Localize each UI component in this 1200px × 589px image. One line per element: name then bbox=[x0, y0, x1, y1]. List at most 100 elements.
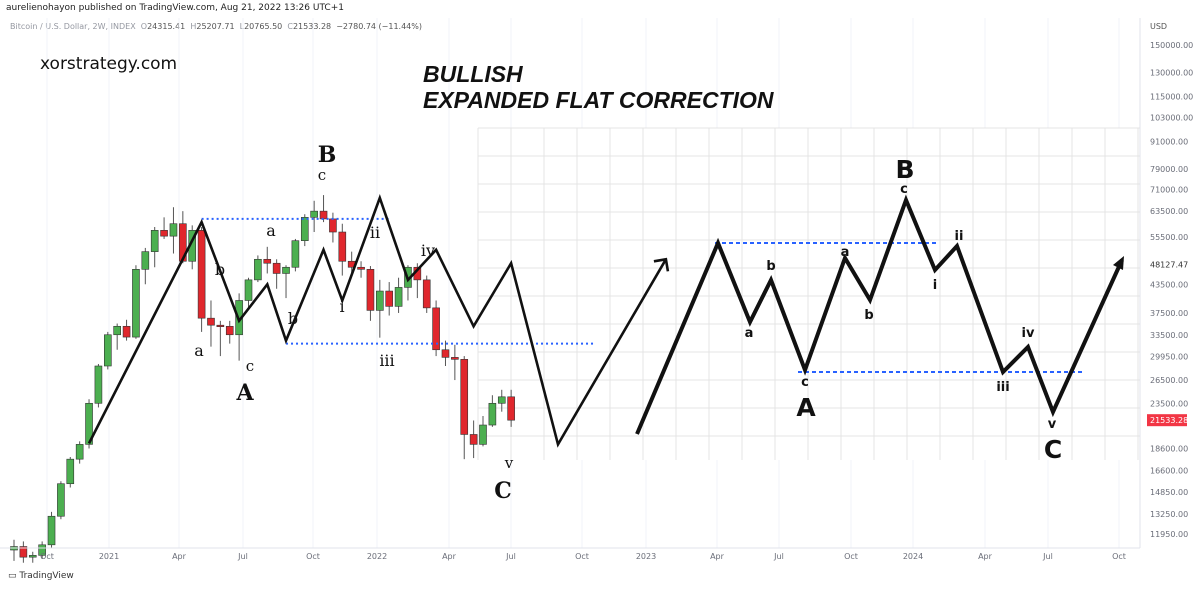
candle bbox=[507, 389, 515, 427]
candle-body bbox=[94, 365, 103, 404]
open-value: 24315.41 bbox=[147, 22, 186, 31]
wave-label-left: c bbox=[246, 357, 254, 375]
schematic-background bbox=[478, 128, 1140, 460]
candle bbox=[254, 255, 262, 283]
candle-body bbox=[263, 258, 272, 264]
price-tick-label: 63500.00 bbox=[1150, 207, 1188, 216]
time-tick-label: Jul bbox=[237, 552, 248, 561]
candle-body bbox=[244, 279, 253, 301]
publish-header: aurelienohayon published on TradingView.… bbox=[0, 0, 1200, 16]
time-tick-label: 2023 bbox=[636, 552, 656, 561]
candle-body bbox=[338, 231, 347, 262]
wave-label-right: a bbox=[841, 245, 850, 260]
price-tick-label: 13250.00 bbox=[1150, 510, 1188, 519]
candle bbox=[47, 511, 56, 549]
open-label: O bbox=[140, 22, 148, 31]
time-tick-label: Apr bbox=[978, 552, 993, 561]
wave-label-left: iv bbox=[421, 241, 435, 260]
time-tick-label: Jul bbox=[1042, 552, 1053, 561]
price-tick-label: 29950.00 bbox=[1150, 352, 1188, 361]
time-tick-label: Oct bbox=[306, 552, 320, 561]
candle bbox=[85, 399, 93, 449]
candle bbox=[169, 207, 178, 254]
wave-path bbox=[87, 194, 670, 448]
price-tick-label: 11950.00 bbox=[1150, 530, 1188, 539]
candle bbox=[282, 265, 290, 299]
candle bbox=[141, 247, 150, 285]
candle-body bbox=[254, 258, 262, 281]
wave-label-right: iv bbox=[1022, 326, 1035, 341]
wave-label-right: a bbox=[745, 326, 754, 341]
candle-body bbox=[169, 223, 178, 237]
wave-label-left: b bbox=[215, 260, 225, 279]
time-tick-label: Jul bbox=[505, 552, 516, 561]
candle bbox=[394, 277, 403, 313]
price-tick-label: 103000.00 bbox=[1150, 114, 1193, 123]
candle-body bbox=[497, 396, 506, 404]
tradingview-brand-text: TradingView bbox=[19, 571, 74, 581]
price-tick-label: 55500.00 bbox=[1150, 233, 1188, 242]
candle-body bbox=[85, 402, 93, 445]
candle-body bbox=[310, 210, 318, 218]
candle bbox=[113, 323, 121, 350]
candle-body bbox=[272, 262, 281, 274]
candle bbox=[329, 212, 337, 243]
candle-body bbox=[38, 544, 46, 556]
candle bbox=[207, 300, 215, 347]
time-axis: Oct 2021 Apr Jul Oct 2022 Apr Jul Oct 2023 Apr Jul O… bbox=[0, 547, 1140, 561]
candle-body bbox=[66, 458, 75, 485]
time-tick-label: Oct bbox=[1112, 552, 1126, 561]
wave-label-right: B bbox=[895, 155, 914, 184]
time-tick-label: 2024 bbox=[903, 552, 923, 561]
candle-body bbox=[216, 324, 225, 327]
price-tick-label: 79000.00 bbox=[1150, 165, 1188, 174]
time-tick-label: Oct bbox=[844, 552, 858, 561]
tradingview-logo[interactable]: ▭ TradingView bbox=[8, 571, 74, 581]
wave-label-right: b bbox=[864, 308, 873, 323]
low-label: L bbox=[239, 22, 245, 31]
symbol-info-bar: Bitcoin / U.S. Dollar, 2W, INDEX O24315.… bbox=[10, 22, 422, 31]
candle bbox=[225, 320, 234, 344]
wave-label-right: c bbox=[801, 375, 809, 390]
candle-body bbox=[282, 266, 290, 274]
candle bbox=[160, 217, 168, 239]
candle bbox=[479, 416, 487, 447]
wave-label-left: iii bbox=[379, 351, 394, 370]
price-tick-label: 16600.00 bbox=[1150, 466, 1188, 475]
candle-body bbox=[19, 546, 28, 558]
candle-body bbox=[132, 269, 140, 338]
candle bbox=[488, 395, 497, 427]
last-price-tag bbox=[1147, 414, 1187, 427]
headline-line-1: BULLISH bbox=[423, 61, 523, 87]
candle-body bbox=[207, 317, 215, 326]
candle-body bbox=[376, 290, 384, 311]
symbol-name: Bitcoin / U.S. Dollar, 2W, INDEX bbox=[10, 22, 136, 31]
candle-body bbox=[300, 217, 309, 241]
wave-label-right: ii bbox=[955, 229, 964, 244]
wave-label-right: C bbox=[1044, 435, 1062, 464]
wave-label-right: v bbox=[1048, 417, 1057, 432]
candle bbox=[94, 363, 103, 408]
tradingview-icon: ▭ bbox=[8, 571, 17, 581]
time-tick-label: 2022 bbox=[367, 552, 387, 561]
candle-body bbox=[432, 307, 440, 351]
wave-label-right: iii bbox=[996, 380, 1009, 395]
wave-label-right: b bbox=[766, 259, 775, 274]
candle bbox=[263, 246, 272, 274]
wave-label-left: a bbox=[266, 221, 276, 240]
candle-body bbox=[28, 555, 37, 558]
candle-body bbox=[357, 266, 365, 270]
candle-body bbox=[57, 483, 65, 517]
candle bbox=[310, 200, 318, 233]
close-value: 21533.28 bbox=[292, 22, 332, 31]
level-lines bbox=[201, 217, 1082, 373]
candle-body bbox=[160, 230, 168, 237]
candle-body bbox=[394, 287, 403, 307]
price-tick-label: 130000.00 bbox=[1150, 69, 1193, 78]
low-value: 20765.50 bbox=[244, 22, 283, 31]
candle-body bbox=[329, 218, 337, 233]
close-label: C bbox=[287, 22, 293, 31]
candle bbox=[150, 227, 159, 268]
